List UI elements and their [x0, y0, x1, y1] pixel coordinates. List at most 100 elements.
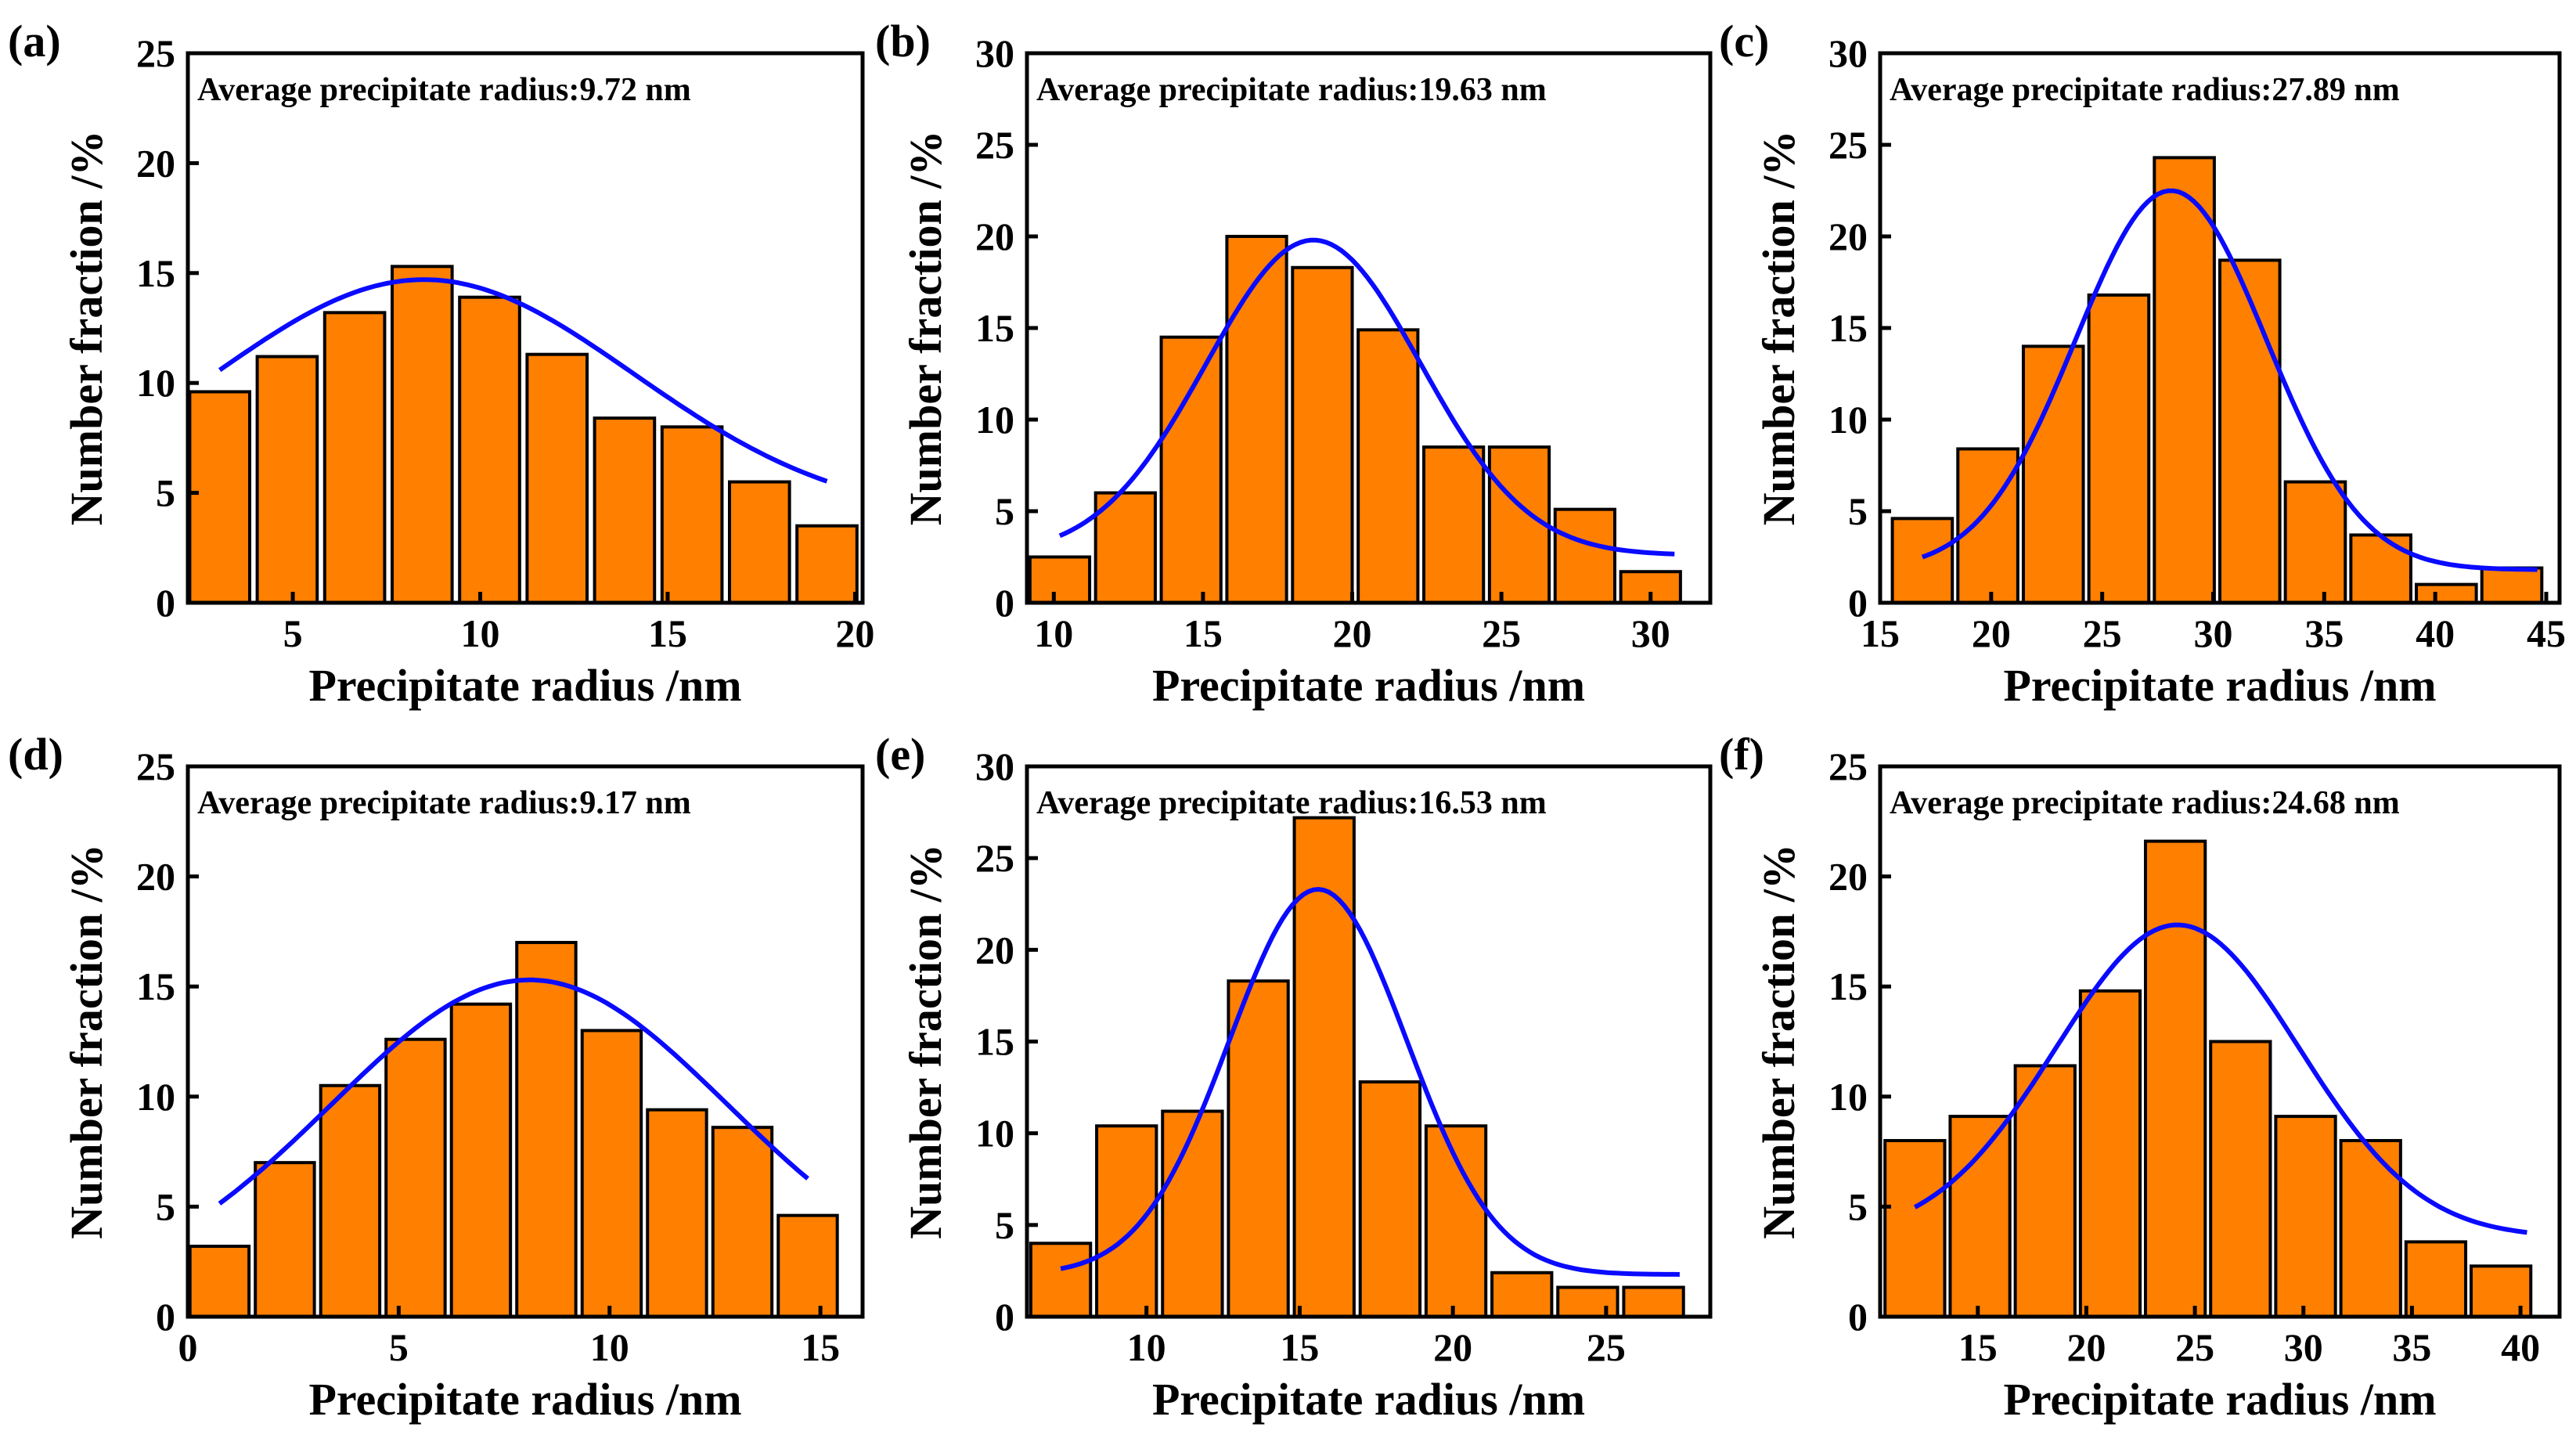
x-axis-label: Precipitate radius /nm — [1152, 1374, 1585, 1425]
y-tick-label: 0 — [1848, 581, 1868, 625]
average-radius-annotation: Average precipitate radius:19.63 nm — [1036, 72, 1547, 108]
bar — [1622, 1285, 1685, 1319]
bar — [1553, 507, 1617, 604]
panel-label: (d) — [8, 729, 63, 780]
bar — [2415, 582, 2478, 604]
y-tick-label: 25 — [1828, 123, 1868, 167]
bar — [2013, 1064, 2077, 1318]
bar — [449, 1002, 513, 1319]
x-tick-label: 25 — [2083, 611, 2122, 655]
bar — [1956, 447, 2019, 604]
x-tick-label: 20 — [1433, 1325, 1472, 1369]
bar — [2283, 480, 2347, 604]
x-tick-label: 5 — [283, 611, 303, 655]
y-axis-label: Number fraction /% — [61, 844, 112, 1239]
x-tick-label: 10 — [1034, 611, 1073, 655]
y-tick-label: 15 — [136, 964, 175, 1008]
bar — [515, 940, 578, 1318]
x-axis-label: Precipitate radius /nm — [2003, 660, 2436, 711]
bar — [1029, 1242, 1093, 1319]
y-tick-label: 25 — [975, 123, 1014, 167]
bar — [2349, 533, 2412, 604]
y-tick-label: 20 — [975, 928, 1014, 971]
y-tick-label: 20 — [1828, 214, 1868, 258]
y-tick-label: 20 — [136, 855, 175, 899]
x-tick-label: 20 — [2066, 1325, 2106, 1369]
bar — [1356, 328, 1420, 604]
y-tick-label: 25 — [136, 744, 175, 788]
bar — [776, 1213, 839, 1318]
bar — [1225, 235, 1288, 604]
panel-label: (c) — [1719, 16, 1769, 67]
bar — [1095, 1124, 1158, 1318]
x-tick-label: 10 — [461, 611, 500, 655]
plot-frame — [186, 51, 865, 605]
bar — [1291, 265, 1354, 604]
x-tick-label: 10 — [1127, 1325, 1166, 1369]
x-tick-label: 15 — [1184, 611, 1223, 655]
x-tick-label: 20 — [1333, 611, 1372, 655]
bar — [711, 1126, 774, 1318]
x-tick-label: 20 — [1972, 611, 2011, 655]
bar — [255, 355, 319, 604]
bar — [322, 311, 387, 604]
x-axis-label: Precipitate radius /nm — [308, 660, 741, 711]
fit-curve — [1913, 922, 2527, 1235]
bar — [2144, 839, 2207, 1319]
bar — [1487, 445, 1551, 604]
chart-panel-6: 15 20 25 30 35 40 0 5 10 15 20 25 Precipitate radius… — [1719, 729, 2562, 1425]
x-tick-label: 25 — [1587, 1325, 1626, 1369]
x-tick-label: 45 — [2527, 611, 2566, 655]
y-tick-label: 10 — [975, 1112, 1014, 1155]
plot-frame — [1878, 764, 2562, 1319]
bar — [1883, 1139, 1947, 1319]
y-tick-label: 20 — [975, 214, 1014, 258]
fit-curve — [218, 977, 809, 1206]
panel-label: (b) — [875, 16, 931, 67]
y-axis-label: Number fraction /% — [1753, 844, 1804, 1239]
bar — [2404, 1240, 2468, 1318]
bar — [254, 1161, 316, 1319]
average-radius-annotation: Average precipitate radius:16.53 nm — [1036, 785, 1547, 821]
bar — [2480, 566, 2544, 604]
fit-curve — [1060, 886, 1680, 1277]
y-tick-label: 5 — [1848, 1184, 1868, 1228]
chart-panel-2: 10 15 20 25 30 0 5 10 15 20 25 30 Precipitate radius… — [875, 16, 1713, 711]
bar — [2021, 344, 2085, 604]
y-axis-label: Number fraction /% — [900, 844, 951, 1239]
bar — [1890, 517, 1955, 604]
bar — [1227, 979, 1290, 1319]
chart-panel-1: 5 10 15 20 0 5 10 15 20 25 Precipitate radius /nm N… — [8, 16, 874, 711]
bar — [390, 265, 454, 604]
y-tick-label: 20 — [136, 141, 175, 185]
y-tick-label: 5 — [156, 471, 175, 515]
bar — [795, 524, 859, 604]
x-tick-label: 20 — [835, 611, 874, 655]
chart-panel-5: 10 15 20 25 0 5 10 15 20 25 30 Precipitate radius /… — [875, 729, 1713, 1425]
chart-panel-3: 15 20 25 30 35 40 45 0 5 10 15 20 25 30 Precipitate ra… — [1719, 16, 2566, 711]
bar — [2078, 989, 2142, 1318]
y-tick-label: 10 — [1828, 398, 1868, 442]
plot-frame — [186, 764, 865, 1319]
y-tick-label: 20 — [1828, 855, 1868, 899]
average-radius-annotation: Average precipitate radius:9.17 nm — [197, 785, 691, 821]
panel-label: (f) — [1719, 729, 1764, 780]
bar — [2087, 293, 2151, 604]
bar — [580, 1029, 643, 1318]
y-tick-label: 30 — [975, 31, 1014, 75]
fit-curve — [218, 277, 828, 484]
bar — [1159, 335, 1223, 604]
x-tick-label: 30 — [2284, 1325, 2323, 1369]
x-tick-label: 5 — [389, 1325, 409, 1369]
bar — [2153, 156, 2216, 604]
y-tick-label: 5 — [995, 1203, 1014, 1247]
y-tick-label: 0 — [995, 581, 1014, 625]
y-tick-label: 5 — [156, 1184, 175, 1228]
bar — [319, 1083, 382, 1318]
y-axis-label: Number fraction /% — [1753, 131, 1804, 526]
average-radius-annotation: Average precipitate radius:24.68 nm — [1890, 785, 2400, 821]
y-tick-label: 15 — [136, 251, 175, 295]
bar — [2339, 1139, 2402, 1319]
bar — [458, 295, 521, 604]
panel-label: (a) — [8, 16, 61, 67]
